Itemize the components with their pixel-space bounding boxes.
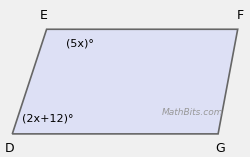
- Text: F: F: [236, 9, 244, 22]
- Text: D: D: [5, 142, 15, 155]
- Text: E: E: [40, 9, 48, 22]
- Polygon shape: [12, 29, 238, 134]
- Text: (2x+12)°: (2x+12)°: [22, 113, 74, 123]
- Text: (5x)°: (5x)°: [66, 38, 94, 49]
- Text: G: G: [216, 142, 226, 155]
- Text: MathBits.com: MathBits.com: [162, 108, 223, 117]
